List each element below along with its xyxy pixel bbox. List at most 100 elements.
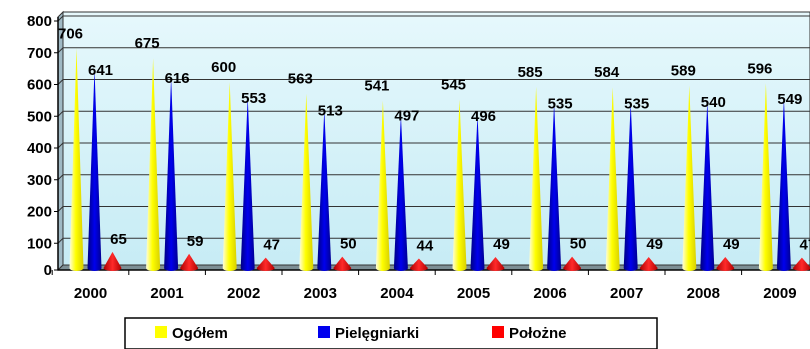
bar-piel-gniarki xyxy=(164,76,179,271)
x-axis-tick-label: 2004 xyxy=(380,285,414,302)
data-label: 545 xyxy=(441,76,466,93)
data-label: 596 xyxy=(747,60,772,77)
data-label: 563 xyxy=(288,71,313,88)
legend-swatch xyxy=(318,326,330,338)
y-axis-tick-label: 300 xyxy=(27,172,52,189)
data-label: 50 xyxy=(570,236,587,253)
y-axis-tick-label: 0 xyxy=(44,262,52,279)
bar-og-em xyxy=(69,48,84,271)
data-label: 50 xyxy=(340,236,357,253)
bar-po-o-ne xyxy=(409,258,428,271)
bar-og-em xyxy=(758,83,773,272)
x-axis-tick-label: 2006 xyxy=(533,285,566,302)
gridline xyxy=(57,206,810,212)
bar-piel-gniarki xyxy=(776,98,791,271)
data-label: 49 xyxy=(646,236,663,253)
bar-po-o-ne xyxy=(103,251,122,271)
data-label: 49 xyxy=(493,236,510,253)
y-axis-tick-labels: 0 100 200 300 400 500 600 700 800 xyxy=(27,13,52,279)
legend-swatch xyxy=(492,326,504,338)
bar-og-em xyxy=(529,86,544,271)
bar-piel-gniarki xyxy=(393,114,408,271)
bar-po-o-ne xyxy=(180,253,199,271)
data-label: 600 xyxy=(211,59,236,76)
data-label: 553 xyxy=(241,90,266,107)
y-axis-tick-label: 600 xyxy=(27,77,52,94)
x-axis-tick-label: 2001 xyxy=(150,285,183,302)
gridline xyxy=(57,15,810,22)
bar-po-o-ne xyxy=(716,256,735,271)
bar-piel-gniarki xyxy=(623,102,638,271)
legend: Ogółem Pielęgniarki Położne xyxy=(124,317,658,349)
data-label: 675 xyxy=(135,35,160,52)
bar-po-o-ne xyxy=(563,256,582,271)
legend-box xyxy=(124,317,658,349)
bar-po-o-ne xyxy=(256,257,275,271)
y-axis-tick-label: 100 xyxy=(27,235,52,252)
data-label: 641 xyxy=(88,62,113,79)
bar-piel-gniarki xyxy=(470,115,485,272)
data-label: 59 xyxy=(187,233,204,250)
data-bars xyxy=(69,48,810,272)
bar-og-em xyxy=(452,99,467,272)
bar-po-o-ne xyxy=(333,256,352,271)
data-label: 549 xyxy=(777,91,802,108)
data-label: 584 xyxy=(594,64,620,81)
data-label: 535 xyxy=(548,96,573,113)
bar-po-o-ne xyxy=(792,257,810,271)
x-axis-tick-label: 2009 xyxy=(763,285,796,302)
data-label: 540 xyxy=(701,94,726,111)
gridline xyxy=(57,142,810,149)
gridline xyxy=(57,47,810,54)
x-axis-tick-label: 2008 xyxy=(687,285,720,302)
data-label: 585 xyxy=(518,64,543,81)
data-label: 513 xyxy=(318,103,343,120)
data-labels: 706 675 600 563 541 545 585 584 589 596 641 616 553 5… xyxy=(58,25,810,254)
bar-po-o-ne xyxy=(639,256,658,271)
bar-og-em xyxy=(222,82,237,271)
data-label: 49 xyxy=(723,236,740,253)
y-axis-tick-label: 700 xyxy=(27,45,52,62)
bar-piel-gniarki xyxy=(547,102,562,271)
bar-og-em xyxy=(146,58,161,271)
gridline xyxy=(57,110,810,117)
x-axis-tick-labels: 2000 2001 2002 2003 2004 2005 2006 2007 2008 2009 xyxy=(74,285,797,302)
x-axis-tick-label: 2000 xyxy=(74,285,107,302)
bar-og-em xyxy=(299,93,314,271)
x-axis-tick-label: 2003 xyxy=(304,285,337,302)
legend-label: Pielęgniarki xyxy=(335,325,419,342)
data-label: 47 xyxy=(263,237,280,254)
x-axis-tick-label: 2002 xyxy=(227,285,260,302)
bar-piel-gniarki xyxy=(317,109,332,271)
y-axis-tick-label: 400 xyxy=(27,140,52,157)
x-axis-tick-label: 2005 xyxy=(457,285,490,302)
legend-label: Położne xyxy=(509,325,567,342)
bar-og-em xyxy=(682,85,697,272)
y-axis-tick-label: 800 xyxy=(27,13,52,30)
gridline xyxy=(57,174,810,181)
bar-piel-gniarki xyxy=(700,101,715,271)
data-label: 589 xyxy=(671,62,696,79)
bar-piel-gniarki xyxy=(240,96,255,271)
data-label: 496 xyxy=(471,108,496,125)
gridline xyxy=(57,79,810,85)
bar-po-o-ne xyxy=(486,256,505,271)
y-axis-tick-label: 200 xyxy=(27,204,52,221)
data-label: 616 xyxy=(165,70,190,87)
data-label: 497 xyxy=(394,108,419,125)
bar-og-em xyxy=(375,100,390,271)
data-label: 535 xyxy=(624,96,649,113)
data-label: 706 xyxy=(58,25,83,42)
data-label: 47 xyxy=(800,237,810,254)
gridline xyxy=(57,237,810,244)
y-axis-tick-label: 500 xyxy=(27,108,52,125)
gridlines xyxy=(57,15,810,244)
data-label: 541 xyxy=(364,78,389,95)
x-axis-tick-label: 2007 xyxy=(610,285,643,302)
bar-piel-gniarki xyxy=(87,68,102,271)
data-label: 44 xyxy=(417,238,434,255)
bar-og-em xyxy=(605,87,620,271)
legend-label: Ogółem xyxy=(172,325,228,342)
legend-swatch xyxy=(155,326,167,338)
